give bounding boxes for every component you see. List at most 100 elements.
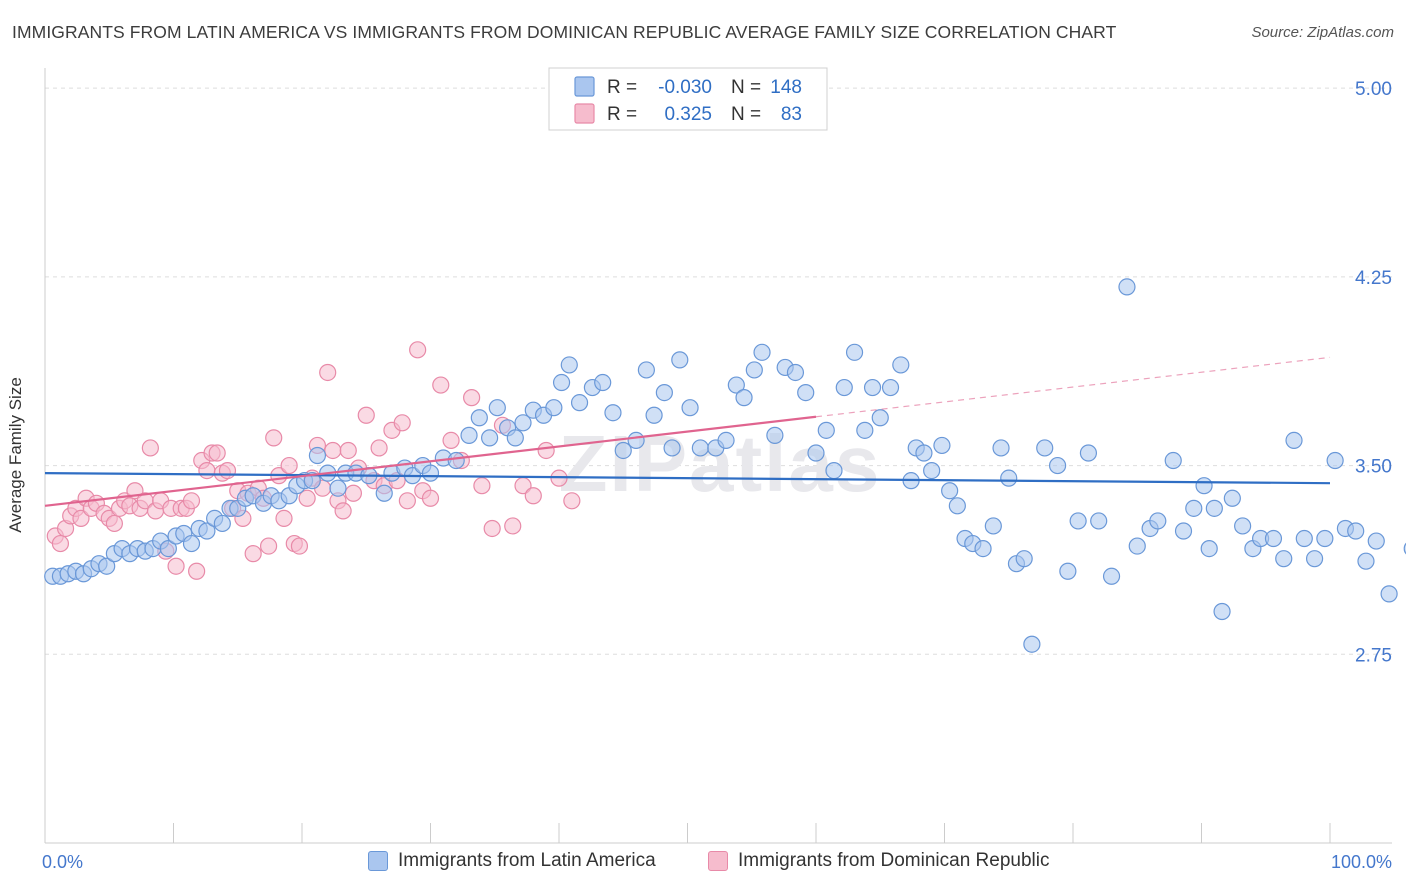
y-tick-label-2: 4.25 <box>1355 268 1392 289</box>
latin-america-point-60 <box>570 394 589 412</box>
latin-america-point-87 <box>845 343 864 361</box>
dominican-point-44 <box>275 509 293 528</box>
latin-america-point-111 <box>1059 562 1077 580</box>
legend-n-label-1: N = <box>731 77 761 98</box>
latin-america-point-69 <box>663 439 681 457</box>
dominican-point-33 <box>218 461 237 480</box>
latin-america-point-18 <box>182 534 201 553</box>
bottom-legend-item-dominican-republic: Immigrants from Dominican Republic <box>708 850 1050 872</box>
latin-america-point-133 <box>1295 529 1313 548</box>
trend-line-latin-america <box>44 472 1331 485</box>
dominican-point-59 <box>357 406 375 424</box>
grid-lines <box>45 87 1392 655</box>
latin-america-point-75 <box>727 376 745 394</box>
y-tick-label-1: 3.50 <box>1355 457 1392 478</box>
latin-america-point-81 <box>786 363 805 382</box>
latin-america-point-139 <box>1357 552 1375 570</box>
dominican-point-69 <box>421 489 440 507</box>
legend-swatch-dominican-republic <box>574 103 595 124</box>
latin-america-point-105 <box>1000 469 1018 487</box>
latin-america-point-130 <box>1264 529 1283 548</box>
latin-america-point-110 <box>1048 456 1067 475</box>
latin-america-point-120 <box>1164 451 1182 470</box>
latin-america-point-98 <box>941 482 959 500</box>
dominican-point-53 <box>324 441 342 460</box>
latin-america-point-47 <box>447 451 465 470</box>
latin-america-point-97 <box>933 436 951 455</box>
dominican-point-66 <box>398 492 416 510</box>
latin-america-point-122 <box>1185 499 1203 517</box>
trend-line-dominican-dashed <box>815 356 1331 418</box>
latin-america-point-107 <box>1015 550 1033 568</box>
latin-america-point-91 <box>881 378 900 397</box>
latin-america-point-136 <box>1326 451 1344 470</box>
latin-america-point-99 <box>948 497 966 515</box>
latin-america-point-140 <box>1367 532 1385 550</box>
trend-line-dominican-solid <box>44 415 817 507</box>
y-tick-label-3: 5.00 <box>1355 79 1392 100</box>
bottom-legend-swatch-dominican-republic <box>708 851 728 871</box>
latin-america-point-88 <box>856 421 874 439</box>
latin-america-point-86 <box>835 378 853 397</box>
dominican-point-23 <box>167 557 185 575</box>
latin-america-point-126 <box>1223 489 1241 507</box>
dominican-point-61 <box>370 439 388 457</box>
latin-america-point-112 <box>1069 512 1087 530</box>
latin-america-point-77 <box>745 361 763 379</box>
latin-america-point-76 <box>735 389 753 407</box>
dominican-point-38 <box>244 545 262 563</box>
latin-america-point-65 <box>627 431 645 450</box>
y-tick-label-0: 2.75 <box>1355 645 1392 666</box>
latin-america-point-113 <box>1079 444 1098 462</box>
legend-r-label-1: R = <box>607 77 637 98</box>
latin-america-point-48 <box>460 426 478 444</box>
dominican-point-11 <box>105 514 123 533</box>
latin-america-point-51 <box>488 399 506 417</box>
latin-america-point-63 <box>604 404 622 422</box>
latin-america-point-89 <box>863 378 882 397</box>
latin-america-point-22 <box>213 514 231 533</box>
legend-r-value-2: 0.325 <box>664 104 712 125</box>
legend: R = -0.030 N = 148 R = 0.325 N = 83 <box>548 67 828 131</box>
latin-america-point-119 <box>1149 512 1167 530</box>
series-latin-america <box>44 278 1406 653</box>
legend-r-label-2: R = <box>607 104 637 125</box>
latin-america-point-20 <box>198 522 216 540</box>
dominican-point-52 <box>319 363 337 382</box>
latin-america-point-74 <box>717 431 735 450</box>
legend-n-value-1: 148 <box>770 77 802 98</box>
latin-america-point-34 <box>308 446 327 465</box>
latin-america-point-58 <box>552 373 571 392</box>
latin-america-point-96 <box>923 461 941 480</box>
latin-america-point-115 <box>1102 567 1121 585</box>
dominican-point-48 <box>298 489 316 507</box>
dominican-point-82 <box>563 492 581 510</box>
dominican-point-55 <box>334 502 352 520</box>
bottom-legend-label-dominican-republic: Immigrants from Dominican Republic <box>738 850 1050 871</box>
source-credit: Source: ZipAtlas.com <box>1251 24 1394 41</box>
dominican-point-77 <box>504 517 522 535</box>
latin-america-point-66 <box>637 361 655 379</box>
dominican-point-70 <box>432 376 450 394</box>
latin-america-point-95 <box>915 444 933 462</box>
latin-america-point-108 <box>1023 635 1041 653</box>
latin-america-point-7 <box>98 557 116 575</box>
dominican-point-74 <box>473 477 491 495</box>
dominican-point-65 <box>393 414 411 432</box>
x-tick-label-min: 0.0% <box>42 852 84 872</box>
latin-america-point-64 <box>614 441 632 460</box>
latin-america-point-102 <box>974 540 992 558</box>
latin-america-point-79 <box>766 426 784 444</box>
latin-america-point-82 <box>797 383 815 402</box>
latin-america-point-57 <box>545 399 563 417</box>
latin-america-point-103 <box>984 517 1002 535</box>
latin-america-point-124 <box>1205 499 1223 517</box>
latin-america-point-54 <box>514 414 532 432</box>
latin-america-point-109 <box>1036 439 1054 457</box>
x-tick-label-max: 100.0% <box>1330 852 1392 872</box>
latin-america-point-70 <box>671 351 689 369</box>
dominican-point-41 <box>259 537 278 555</box>
latin-america-point-62 <box>594 373 612 392</box>
dominican-point-31 <box>208 444 226 462</box>
